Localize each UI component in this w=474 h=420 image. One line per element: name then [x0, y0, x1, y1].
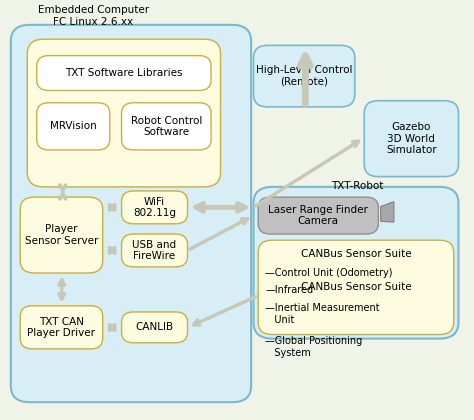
Text: Robot Control
Software: Robot Control Software [131, 116, 202, 137]
Text: —Infrared: —Infrared [265, 285, 313, 295]
Text: TXT Software Libraries: TXT Software Libraries [65, 68, 182, 78]
FancyArrowPatch shape [193, 297, 255, 325]
FancyBboxPatch shape [258, 240, 454, 334]
Text: CANBus Sensor Suite: CANBus Sensor Suite [301, 282, 411, 292]
FancyBboxPatch shape [121, 103, 211, 150]
FancyArrowPatch shape [109, 205, 115, 210]
FancyBboxPatch shape [36, 103, 110, 150]
FancyBboxPatch shape [11, 25, 251, 402]
Text: High-Level Control
(Remote): High-Level Control (Remote) [256, 66, 352, 87]
FancyBboxPatch shape [121, 234, 188, 267]
FancyArrowPatch shape [256, 141, 359, 206]
FancyArrowPatch shape [109, 325, 115, 330]
FancyArrowPatch shape [196, 203, 245, 211]
FancyArrowPatch shape [301, 56, 310, 104]
Text: Embedded Computer
FC Linux 2.6.xx: Embedded Computer FC Linux 2.6.xx [38, 5, 149, 27]
FancyArrowPatch shape [109, 248, 115, 253]
Text: —Global Positioning
   System: —Global Positioning System [265, 336, 363, 358]
Text: Player
Sensor Server: Player Sensor Server [25, 224, 98, 246]
FancyBboxPatch shape [20, 197, 103, 273]
Text: Gazebo
3D World
Simulator: Gazebo 3D World Simulator [386, 122, 437, 155]
FancyBboxPatch shape [36, 55, 211, 90]
FancyBboxPatch shape [121, 312, 188, 343]
FancyBboxPatch shape [254, 45, 355, 107]
FancyBboxPatch shape [258, 197, 378, 234]
Text: WiFi
802.11g: WiFi 802.11g [133, 197, 176, 218]
Polygon shape [381, 202, 394, 222]
Text: CANLIB: CANLIB [136, 322, 173, 332]
FancyArrowPatch shape [190, 219, 247, 249]
Text: TXT CAN
Player Driver: TXT CAN Player Driver [27, 317, 95, 338]
Text: MRVision: MRVision [50, 121, 97, 131]
FancyBboxPatch shape [364, 101, 458, 176]
Text: CANBus Sensor Suite: CANBus Sensor Suite [301, 249, 411, 259]
Text: USB and
FireWire: USB and FireWire [132, 240, 177, 261]
FancyBboxPatch shape [20, 306, 103, 349]
FancyArrowPatch shape [60, 185, 65, 199]
FancyBboxPatch shape [254, 187, 458, 339]
FancyBboxPatch shape [121, 191, 188, 224]
FancyBboxPatch shape [27, 39, 220, 187]
Text: —Control Unit (Odometry): —Control Unit (Odometry) [265, 268, 393, 278]
Text: Laser Range Finder
Camera: Laser Range Finder Camera [268, 205, 368, 226]
FancyArrowPatch shape [59, 280, 64, 299]
Text: TXT-Robot: TXT-Robot [331, 181, 383, 191]
Text: —Inertial Measurement
   Unit: —Inertial Measurement Unit [265, 303, 380, 325]
